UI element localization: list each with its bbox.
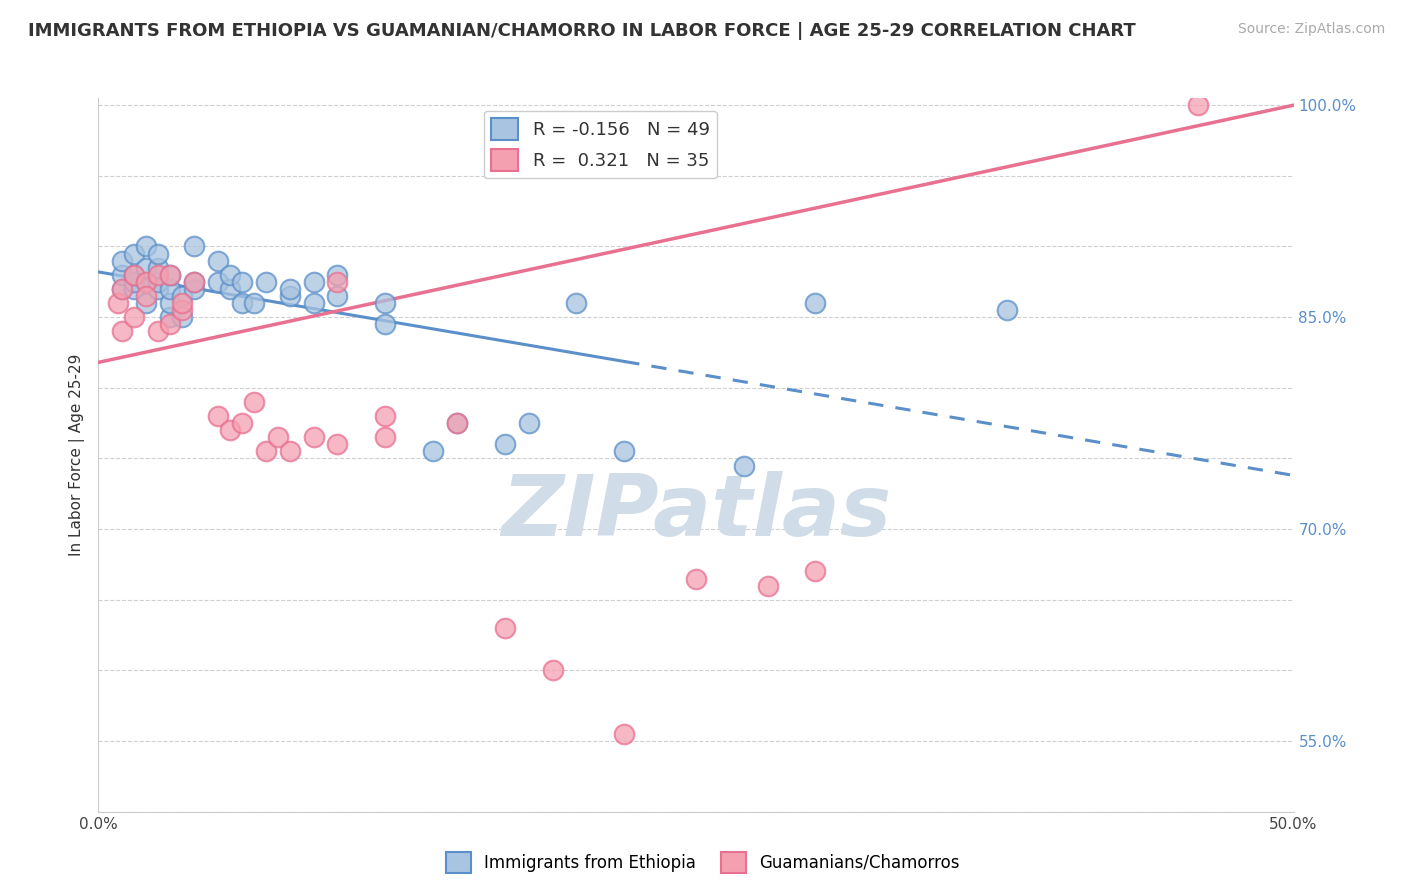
Point bbox=[326, 437, 349, 451]
Point bbox=[302, 430, 325, 444]
Point bbox=[124, 268, 146, 282]
Point bbox=[326, 268, 349, 282]
Point bbox=[135, 239, 157, 253]
Point bbox=[804, 565, 827, 579]
Point bbox=[374, 409, 396, 423]
Point bbox=[183, 239, 205, 253]
Point bbox=[517, 416, 540, 430]
Point bbox=[135, 289, 157, 303]
Point bbox=[148, 275, 170, 289]
Point bbox=[243, 296, 266, 310]
Point bbox=[135, 260, 157, 275]
Point bbox=[183, 275, 205, 289]
Point bbox=[374, 296, 396, 310]
Point bbox=[124, 268, 146, 282]
Point bbox=[541, 664, 564, 678]
Point bbox=[446, 416, 468, 430]
Point bbox=[148, 246, 170, 260]
Point bbox=[613, 727, 636, 741]
Point bbox=[159, 268, 181, 282]
Point bbox=[267, 430, 290, 444]
Point bbox=[148, 268, 170, 282]
Point bbox=[302, 296, 325, 310]
Point bbox=[124, 282, 146, 296]
Point bbox=[124, 246, 146, 260]
Point bbox=[254, 275, 277, 289]
Point bbox=[183, 275, 205, 289]
Point bbox=[207, 253, 229, 268]
Point bbox=[446, 416, 468, 430]
Point bbox=[804, 296, 827, 310]
Point bbox=[172, 310, 194, 325]
Point bbox=[219, 268, 242, 282]
Point bbox=[159, 296, 181, 310]
Legend: Immigrants from Ethiopia, Guamanians/Chamorros: Immigrants from Ethiopia, Guamanians/Cha… bbox=[439, 846, 967, 880]
Point bbox=[995, 303, 1018, 318]
Point bbox=[278, 289, 301, 303]
Y-axis label: In Labor Force | Age 25-29: In Labor Force | Age 25-29 bbox=[69, 354, 84, 556]
Point bbox=[374, 317, 396, 331]
Point bbox=[733, 458, 755, 473]
Point bbox=[613, 444, 636, 458]
Point bbox=[326, 275, 349, 289]
Point bbox=[135, 275, 157, 289]
Legend: R = -0.156   N = 49, R =  0.321   N = 35: R = -0.156 N = 49, R = 0.321 N = 35 bbox=[484, 111, 717, 178]
Point bbox=[756, 579, 779, 593]
Point bbox=[172, 289, 194, 303]
Point bbox=[124, 310, 146, 325]
Point bbox=[219, 423, 242, 437]
Point bbox=[278, 282, 301, 296]
Point bbox=[183, 282, 205, 296]
Point bbox=[207, 409, 229, 423]
Point bbox=[107, 296, 129, 310]
Point bbox=[231, 296, 253, 310]
Point bbox=[326, 289, 349, 303]
Point bbox=[111, 282, 134, 296]
Text: ZIPatlas: ZIPatlas bbox=[501, 470, 891, 554]
Point bbox=[1187, 98, 1209, 112]
Point bbox=[98, 833, 122, 847]
Point bbox=[231, 275, 253, 289]
Point bbox=[422, 444, 444, 458]
Point bbox=[494, 437, 516, 451]
Point bbox=[278, 444, 301, 458]
Point bbox=[302, 275, 325, 289]
Point bbox=[494, 621, 516, 635]
Point bbox=[374, 430, 396, 444]
Point bbox=[159, 282, 181, 296]
Point bbox=[111, 282, 134, 296]
Point bbox=[159, 268, 181, 282]
Point bbox=[124, 275, 146, 289]
Point bbox=[159, 317, 181, 331]
Point bbox=[172, 303, 194, 318]
Point bbox=[148, 282, 170, 296]
Point bbox=[254, 444, 277, 458]
Point bbox=[135, 275, 157, 289]
Point bbox=[159, 310, 181, 325]
Point bbox=[111, 253, 134, 268]
Point bbox=[148, 260, 170, 275]
Point bbox=[685, 572, 707, 586]
Point bbox=[148, 324, 170, 338]
Point bbox=[111, 324, 134, 338]
Point bbox=[243, 395, 266, 409]
Text: IMMIGRANTS FROM ETHIOPIA VS GUAMANIAN/CHAMORRO IN LABOR FORCE | AGE 25-29 CORREL: IMMIGRANTS FROM ETHIOPIA VS GUAMANIAN/CH… bbox=[28, 22, 1136, 40]
Point bbox=[111, 268, 134, 282]
Text: Source: ZipAtlas.com: Source: ZipAtlas.com bbox=[1237, 22, 1385, 37]
Point bbox=[565, 296, 588, 310]
Point bbox=[135, 296, 157, 310]
Point bbox=[231, 416, 253, 430]
Point bbox=[172, 296, 194, 310]
Point bbox=[219, 282, 242, 296]
Point bbox=[207, 275, 229, 289]
